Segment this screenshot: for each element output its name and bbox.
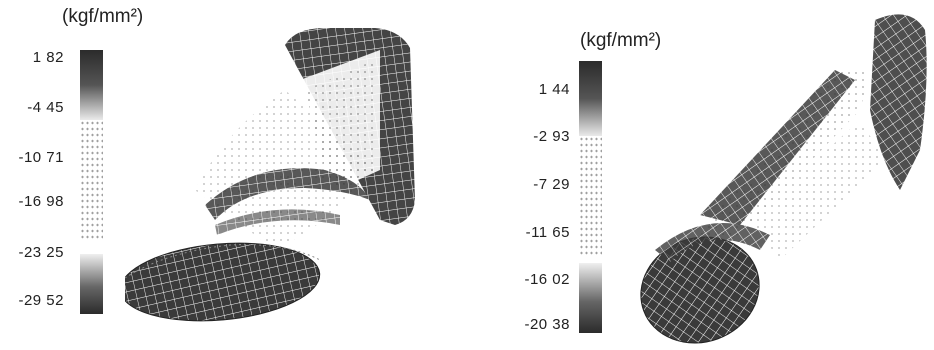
tick-label: -16 02 <box>524 271 570 288</box>
unit-label: (kgf/mm²) <box>580 30 662 51</box>
color-scale-ticks: 1 82 -4 45 -10 71 -16 98 -23 25 -29 52 <box>0 0 64 330</box>
color-scale-bar <box>579 61 602 333</box>
unit-label: (kgf/mm²) <box>62 6 144 27</box>
tick-label: -7 29 <box>533 176 570 193</box>
tick-label: -29 52 <box>18 292 64 309</box>
color-scale-bar <box>80 50 103 314</box>
tube-section-stress-plot <box>640 14 927 344</box>
tick-label: -11 65 <box>525 224 570 241</box>
tick-label: 1 44 <box>538 81 570 98</box>
right-figure: (kgf/mm²) 1 44 -2 93 -7 29 -11 65 -16 02… <box>470 0 934 350</box>
left-figure: (kgf/mm²) 1 82 -4 45 -10 71 -16 98 -23 2… <box>0 0 415 330</box>
tick-label: -4 45 <box>27 99 64 116</box>
tick-label: -23 25 <box>18 244 64 261</box>
tick-label: 1 82 <box>32 49 64 66</box>
box-section-stress-plot <box>125 28 415 322</box>
tick-label: -10 71 <box>18 149 64 166</box>
tick-label: -16 98 <box>18 193 64 210</box>
color-scale-ticks: 1 44 -2 93 -7 29 -11 65 -16 02 -20 38 <box>470 0 570 333</box>
tick-label: -20 38 <box>524 316 570 333</box>
tick-label: -2 93 <box>533 128 570 145</box>
